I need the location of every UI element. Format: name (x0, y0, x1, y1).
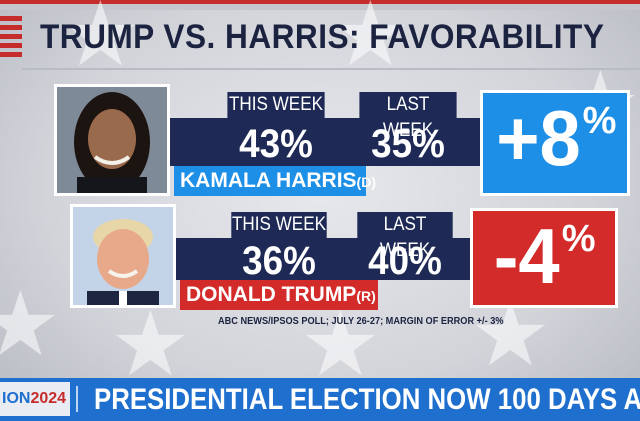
news-ticker: ION2024 PRESIDENTIAL ELECTION NOW 100 DA… (0, 378, 640, 421)
harris-last-week-value: 35% (371, 122, 445, 166)
trump-last-week-label: LAST WEEK (357, 212, 453, 261)
election-logo: ION2024 (0, 382, 70, 416)
ticker-headline: PRESIDENTIAL ELECTION NOW 100 DAYS AWAY (94, 383, 640, 416)
trump-party: (R) (356, 288, 376, 304)
harris-change-box: +8% (480, 90, 630, 196)
harris-stats-panel (170, 118, 480, 166)
trump-last-week-value: 40% (368, 239, 442, 283)
poll-source: ABC NEWS/IPSOS POLL; JULY 26-27; MARGIN … (218, 316, 504, 327)
divider (22, 68, 640, 70)
background-star-icon: ★ (110, 295, 191, 395)
trump-name: DONALD TRUMP (186, 283, 357, 306)
harris-this-week-label: THIS WEEK (227, 92, 325, 118)
harris-last-week-label: LAST WEEK (359, 92, 457, 141)
top-strip (0, 0, 640, 10)
flag-stripes-icon (0, 16, 22, 60)
page-title: TRUMP VS. HARRIS: FAVORABILITY (40, 18, 605, 56)
trump-stats-panel (176, 238, 480, 280)
background-star-icon: ★ (300, 295, 381, 395)
harris-photo (54, 84, 170, 196)
harris-change-value: +8 (495, 94, 581, 182)
trump-change-unit: % (561, 218, 596, 260)
harris-name: KAMALA HARRIS (180, 169, 357, 192)
harris-change-unit: % (582, 100, 617, 142)
harris-party: (D) (356, 174, 376, 190)
trump-change-value: -4 (494, 212, 561, 300)
harris-this-week-value: 43% (239, 122, 313, 166)
trump-change-box: -4% (470, 208, 618, 308)
trump-photo (70, 204, 176, 308)
background-star-icon: ★ (60, 0, 141, 85)
ticker-divider (76, 386, 78, 412)
harris-name-bar: KAMALA HARRIS(D) (174, 166, 376, 196)
trump-this-week-value: 36% (242, 239, 316, 283)
background-star-icon: ★ (330, 0, 411, 85)
trump-name-bar: DONALD TRUMP(R) (180, 280, 378, 310)
trump-this-week-label: THIS WEEK (231, 212, 327, 238)
background-star-icon: ★ (0, 275, 61, 375)
